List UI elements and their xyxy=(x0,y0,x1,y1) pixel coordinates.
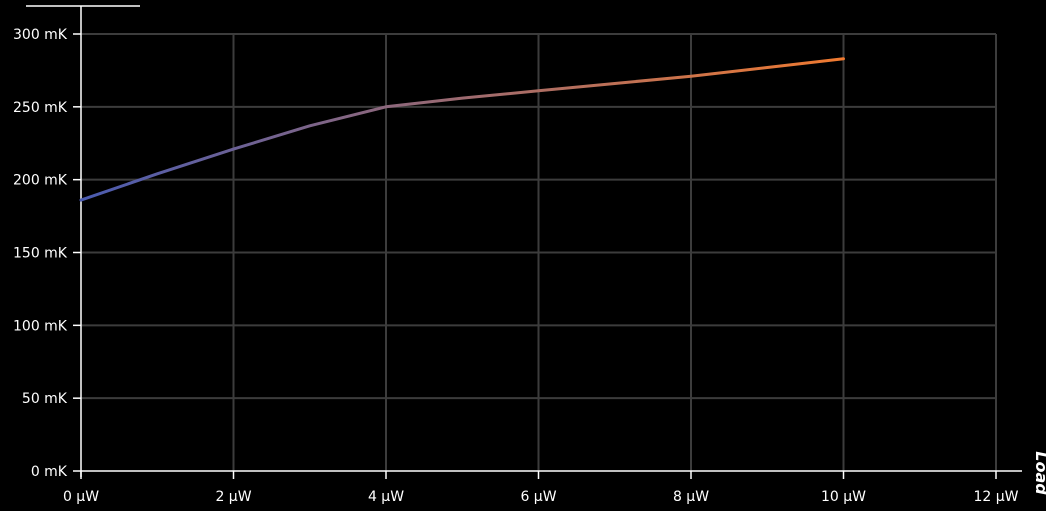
x-tick-label: 4 μW xyxy=(368,489,404,505)
x-tick-label: 6 μW xyxy=(520,489,556,505)
x-tick-label: 8 μW xyxy=(673,489,709,505)
series-line-0 xyxy=(79,57,845,202)
x-tick-label: 2 μW xyxy=(215,489,251,505)
tick-labels: 0 mK 50 mK 100 mK 150 mK 200 mK 250 mK 300 mK 0… xyxy=(13,27,1019,505)
x-tick-label: 10 μW xyxy=(821,489,866,505)
y-tick-label: 300 mK xyxy=(13,27,68,43)
series-lines xyxy=(79,57,845,202)
y-tick-label: 0 mK xyxy=(31,464,68,480)
y-tick-label: 150 mK xyxy=(13,246,68,262)
y-tick-label: 200 mK xyxy=(13,173,68,189)
grid xyxy=(81,33,997,471)
x-tick-label: 12 μW xyxy=(973,489,1018,505)
x-tick-label: 0 μW xyxy=(63,489,99,505)
axes xyxy=(26,5,1022,479)
x-axis-title: Load xyxy=(1032,451,1046,495)
y-tick-label: 100 mK xyxy=(13,318,68,334)
y-tick-label: 250 mK xyxy=(13,100,68,116)
y-tick-label: 50 mK xyxy=(22,391,68,407)
